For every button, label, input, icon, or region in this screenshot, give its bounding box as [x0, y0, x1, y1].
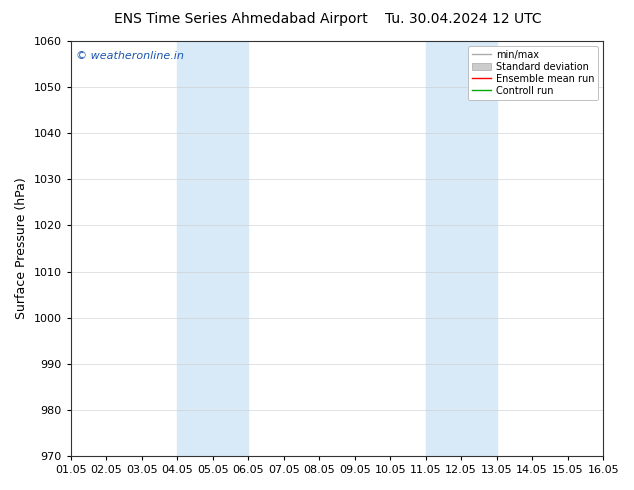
Y-axis label: Surface Pressure (hPa): Surface Pressure (hPa)	[15, 178, 28, 319]
Bar	[178, 41, 248, 456]
Legend: min/max, Standard deviation, Ensemble mean run, Controll run: min/max, Standard deviation, Ensemble me…	[468, 46, 598, 99]
Text: ENS Time Series Ahmedabad Airport: ENS Time Series Ahmedabad Airport	[114, 12, 368, 26]
Text: Tu. 30.04.2024 12 UTC: Tu. 30.04.2024 12 UTC	[384, 12, 541, 26]
Bar	[425, 41, 496, 456]
Text: © weatheronline.in: © weatheronline.in	[76, 51, 184, 61]
